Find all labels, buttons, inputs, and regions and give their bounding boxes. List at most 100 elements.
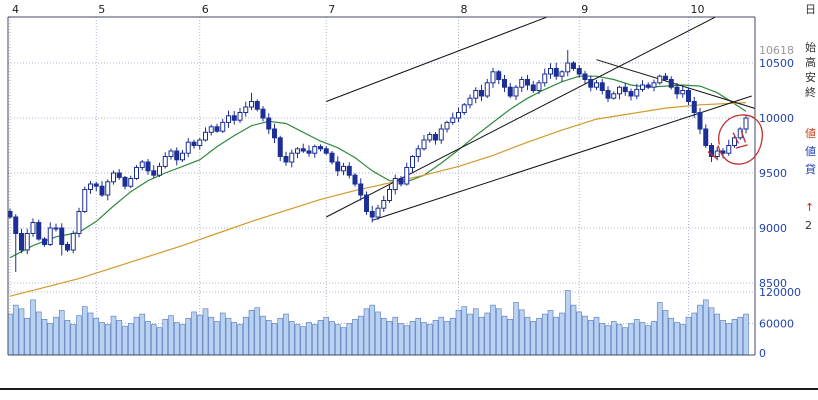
candle-down xyxy=(496,71,502,81)
volume-bar xyxy=(656,302,663,355)
volume-bar xyxy=(501,315,508,355)
volume-bar xyxy=(674,322,680,355)
volume-bar xyxy=(283,313,289,355)
candle-up xyxy=(82,189,88,212)
candle-up xyxy=(410,156,415,168)
volume-bar xyxy=(731,318,738,355)
candle-down xyxy=(93,183,99,187)
volume-bar xyxy=(616,324,623,355)
volume-bar xyxy=(720,320,726,355)
price-label: 10500 xyxy=(759,57,794,70)
volume-bar xyxy=(697,304,703,355)
candle-down xyxy=(599,82,605,92)
volume-bar xyxy=(547,310,554,355)
candle-down xyxy=(8,211,13,218)
volume-bar xyxy=(668,317,675,355)
volume-bar xyxy=(426,324,433,355)
volume-bar xyxy=(622,327,629,355)
volume-bar xyxy=(139,313,146,355)
volume-bar xyxy=(455,310,462,355)
volume-bar xyxy=(70,324,77,355)
candle-down xyxy=(254,101,260,110)
volume-bar xyxy=(116,320,123,355)
volume-bar xyxy=(191,311,197,355)
candle-up xyxy=(548,68,553,75)
volume-bar xyxy=(524,316,531,355)
candle-down xyxy=(65,244,70,251)
volume-bar xyxy=(478,316,485,355)
volume-bar xyxy=(645,325,652,355)
side-panel-label: 2 xyxy=(805,219,812,232)
candle-up xyxy=(392,178,398,190)
candle-up xyxy=(519,79,525,88)
side-panel-label: 貸 xyxy=(805,163,816,176)
candle-up xyxy=(180,152,185,161)
candle-down xyxy=(668,79,674,88)
candle-up xyxy=(714,150,720,157)
volume-bar xyxy=(593,316,600,355)
candle-down xyxy=(306,150,312,154)
volume-bar xyxy=(438,316,445,355)
candle-up xyxy=(536,82,542,92)
candle-down xyxy=(214,126,220,132)
price-label: 9500 xyxy=(759,167,787,180)
hand-drawn-annotation xyxy=(707,114,763,165)
candle-up xyxy=(732,137,737,147)
candle-up xyxy=(456,112,461,119)
candle-up xyxy=(617,86,622,95)
volume-bar xyxy=(610,321,617,355)
candle-down xyxy=(352,174,358,185)
volume-bar xyxy=(122,325,128,355)
volume-bar xyxy=(93,317,100,355)
volume-bar xyxy=(587,320,594,355)
candle-down xyxy=(59,227,65,245)
volume-bar xyxy=(461,306,468,355)
candle-down xyxy=(116,172,122,178)
volume-bar xyxy=(334,324,341,355)
annotation-tick xyxy=(707,151,718,160)
candle-down xyxy=(191,141,197,146)
annotation-circle xyxy=(717,114,763,165)
volume-bar xyxy=(110,315,117,355)
candle-up xyxy=(404,167,410,185)
volume-bar xyxy=(352,318,358,355)
volume-bar xyxy=(392,316,399,355)
volume-bar xyxy=(633,318,640,355)
volume-bar xyxy=(81,306,88,355)
candle-up xyxy=(381,200,387,209)
volume-bar xyxy=(380,317,387,355)
candle-up xyxy=(438,128,444,141)
candle-up xyxy=(427,134,433,141)
volume-bar xyxy=(185,317,192,355)
volume-bar xyxy=(484,312,491,355)
candle-down xyxy=(19,233,24,251)
volume-bar xyxy=(553,316,560,355)
candle-up xyxy=(461,104,467,114)
candle-down xyxy=(174,150,180,161)
volume-bar xyxy=(363,308,370,355)
candle-up xyxy=(289,152,295,163)
volume-bar xyxy=(24,317,31,355)
volume-bar xyxy=(35,311,42,355)
volume-bar xyxy=(64,320,71,355)
volume-bar xyxy=(536,317,542,355)
candle-up xyxy=(111,172,116,183)
side-panel-label: 値 xyxy=(805,145,816,158)
candle-down xyxy=(674,86,680,95)
volume-bar xyxy=(202,308,209,355)
candle-up xyxy=(726,145,732,154)
candle-up xyxy=(197,139,203,146)
volume-bar xyxy=(277,317,284,355)
candle-down xyxy=(525,79,530,86)
volume-bar xyxy=(415,317,422,355)
trendline xyxy=(326,17,549,102)
volume-bar xyxy=(495,308,502,355)
trendline xyxy=(326,17,717,218)
month-label: 9 xyxy=(581,3,588,16)
volume-bar xyxy=(248,310,255,355)
candle-down xyxy=(709,145,714,157)
candle-down xyxy=(691,101,697,113)
candle-down xyxy=(622,86,628,93)
candle-up xyxy=(375,207,381,218)
candle-down xyxy=(358,183,364,196)
